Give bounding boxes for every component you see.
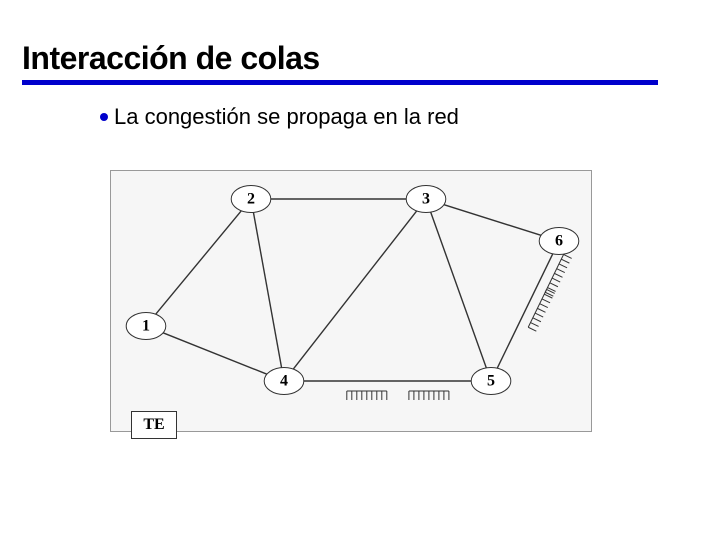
bullet-text: La congestión se propaga en la red (114, 104, 459, 130)
te-label-box: TE (131, 411, 177, 439)
bullet-item: La congestión se propaga en la red (100, 104, 459, 130)
slide: Interacción de colas La congestión se pr… (0, 0, 720, 540)
node-3: 3 (406, 186, 446, 213)
edge-3-5 (431, 212, 487, 368)
node-label-5: 5 (487, 373, 495, 390)
node-4: 4 (264, 368, 304, 395)
network-diagram: 123456 TE (110, 170, 592, 432)
edge-1-4 (163, 333, 267, 374)
node-2: 2 (231, 186, 271, 213)
node-label-4: 4 (280, 373, 288, 390)
edge-5-6 (497, 254, 553, 368)
node-label-3: 3 (422, 191, 430, 208)
title-underline (22, 80, 658, 85)
page-title: Interacción de colas (22, 40, 320, 77)
network-svg: 1 2 3 4 5 6 (111, 171, 591, 431)
bullet-dot-icon (100, 113, 108, 121)
edge-2-4 (253, 212, 281, 367)
node-6: 6 (539, 228, 579, 255)
node-label-1: 1 (142, 318, 150, 335)
edge-3-6 (444, 205, 541, 236)
node-5: 5 (471, 368, 511, 395)
queue-marks-3 (409, 391, 449, 400)
queue-marks-2 (347, 391, 387, 400)
node-label-6: 6 (555, 233, 563, 250)
edge-3-4 (293, 211, 416, 369)
edge-1-2 (156, 211, 242, 314)
node-label-2: 2 (247, 191, 255, 208)
node-1: 1 (126, 313, 166, 340)
